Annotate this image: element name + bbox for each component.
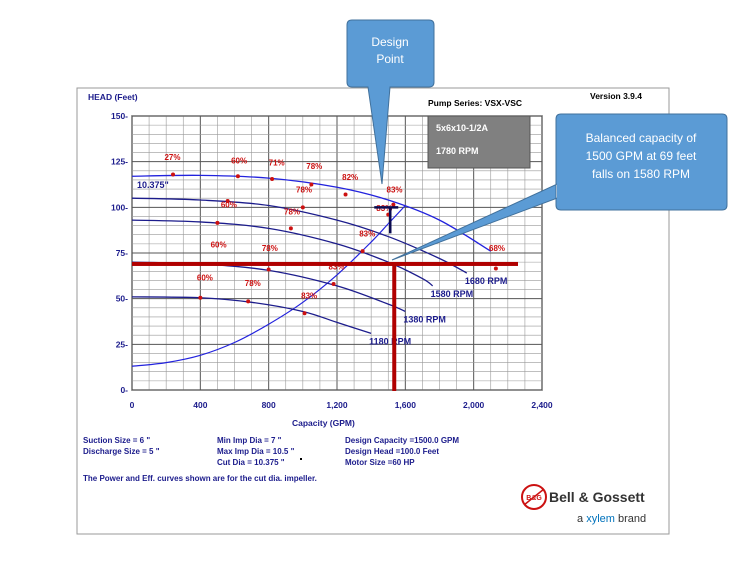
design-point-text-2: Point bbox=[376, 52, 404, 66]
efficiency-dot bbox=[215, 220, 220, 225]
logo-letters: B&G bbox=[526, 495, 542, 502]
curve-label-rpm: 1180 RPM bbox=[369, 336, 411, 346]
pump-series-label: Pump Series: VSX-VSC bbox=[428, 98, 522, 108]
spec-speed: 1780 RPM bbox=[436, 146, 479, 156]
balanced-callout-body bbox=[557, 115, 726, 209]
cut-dia: Cut Dia = 10.375 " bbox=[217, 458, 285, 467]
x-tick-label: 0 bbox=[130, 400, 135, 410]
efficiency-label: 60% bbox=[221, 200, 237, 209]
efficiency-dot bbox=[288, 226, 293, 231]
discharge-size: Discharge Size = 5 " bbox=[83, 447, 160, 456]
balanced-text-1: Balanced capacity of bbox=[586, 131, 697, 145]
efficiency-dot bbox=[343, 192, 348, 197]
design-point-text-1: Design bbox=[371, 35, 408, 49]
balanced-text-2: 1500 GPM at 69 feet bbox=[586, 149, 697, 163]
brand-name: Bell & Gossett bbox=[549, 489, 645, 505]
efficiency-dot bbox=[171, 172, 175, 177]
x-axis-title: Capacity (GPM) bbox=[292, 418, 355, 428]
efficiency-dot bbox=[235, 174, 240, 179]
efficiency-label: 68% bbox=[489, 244, 505, 253]
brand-tagline: a xylem brand bbox=[577, 513, 646, 525]
efficiency-dot bbox=[302, 311, 307, 316]
x-tick-labels: 0 400 800 1,200 1,600 2,000 2,400 bbox=[130, 400, 553, 410]
y-tick-label: 100- bbox=[111, 202, 128, 212]
curve-label-rpm: 1580 RPM bbox=[431, 289, 474, 299]
efficiency-dot bbox=[309, 182, 314, 187]
bell-gossett-logo: B&G bbox=[521, 484, 547, 510]
efficiency-dot bbox=[360, 249, 365, 254]
y-tick-label: 25- bbox=[116, 339, 128, 349]
efficiency-label: 82% bbox=[342, 173, 358, 182]
efficiency-label: 71% bbox=[269, 158, 285, 167]
x-tick-label: 2,400 bbox=[531, 400, 553, 410]
y-tick-label: 150- bbox=[111, 111, 128, 121]
efficiency-dot bbox=[266, 267, 271, 272]
x-tick-label: 1,600 bbox=[395, 400, 417, 410]
suction-size: Suction Size = 6 " bbox=[83, 436, 150, 445]
pump-curve-line bbox=[131, 174, 492, 252]
efficiency-label: 83% bbox=[328, 262, 344, 271]
spec-model: 5x6x10-1/2A bbox=[436, 123, 489, 133]
spec-box bbox=[427, 115, 531, 169]
efficiency-label: 78% bbox=[306, 162, 322, 171]
y-tick-label: 75- bbox=[116, 248, 128, 258]
curve-label-cut-dia: 10.375" bbox=[137, 180, 169, 190]
efficiency-dot bbox=[300, 205, 305, 210]
design-capacity: Design Capacity =1500.0 GPM bbox=[345, 436, 459, 445]
efficiency-dot bbox=[391, 202, 396, 207]
y-tick-label: 50- bbox=[116, 294, 128, 304]
chart-grid bbox=[131, 115, 543, 391]
efficiency-label: 78% bbox=[296, 186, 312, 195]
design-point-marker bbox=[374, 206, 399, 234]
curve-note: The Power and Eff. curves shown are for … bbox=[83, 474, 317, 483]
capacity-overlay-line bbox=[392, 263, 397, 391]
efficiency-label: 27% bbox=[164, 153, 180, 162]
x-tick-label: 2,000 bbox=[463, 400, 485, 410]
y-tick-label: 125- bbox=[111, 157, 128, 167]
efficiency-label: 60% bbox=[197, 273, 213, 282]
efficiency-dot bbox=[225, 198, 230, 203]
y-axis-title: HEAD (Feet) bbox=[88, 92, 138, 102]
pump-curve-line bbox=[131, 296, 372, 334]
efficiency-label: 83% bbox=[359, 230, 375, 239]
system-curve bbox=[131, 205, 406, 367]
efficiency-label: 78% bbox=[262, 244, 278, 253]
tagline-xylem: xylem bbox=[586, 513, 615, 525]
efficiency-label: 83% bbox=[301, 292, 317, 301]
version-label: Version 3.9.4 bbox=[590, 91, 642, 101]
tagline-suffix: brand bbox=[615, 513, 646, 525]
efficiency-dot bbox=[198, 295, 203, 300]
efficiency-label: 78% bbox=[245, 279, 261, 288]
pump-curve-line bbox=[131, 219, 434, 287]
efficiency-label: 83% bbox=[387, 186, 403, 195]
curve-label-rpm: 1680 RPM bbox=[465, 276, 508, 286]
design-point-callout bbox=[346, 19, 435, 185]
efficiency-label: 60% bbox=[231, 156, 247, 165]
tagline-prefix: a bbox=[577, 513, 586, 525]
efficiency-label: 60% bbox=[211, 241, 227, 250]
efficiency-label: 78% bbox=[284, 208, 300, 217]
efficiency-dot bbox=[493, 266, 498, 271]
efficiency-dot bbox=[331, 282, 336, 287]
x-tick-label: 800 bbox=[262, 400, 276, 410]
small-dot bbox=[300, 458, 302, 460]
pump-curves: 10.375" 1680 RPM 1580 RPM 1380 RPM 1180 RPM bbox=[131, 174, 508, 367]
x-tick-label: 400 bbox=[193, 400, 207, 410]
max-imp-dia: Max Imp Dia = 10.5 " bbox=[217, 447, 295, 456]
motor-size: Motor Size =60 HP bbox=[345, 458, 415, 467]
balanced-text-3: falls on 1580 RPM bbox=[592, 167, 690, 181]
y-tick-label: 0- bbox=[120, 385, 128, 395]
min-imp-dia: Min Imp Dia = 7 " bbox=[217, 436, 282, 445]
design-head: Design Head =100.0 Feet bbox=[345, 447, 439, 456]
efficiency-dot bbox=[246, 299, 251, 304]
head-overlay-line bbox=[132, 261, 518, 266]
y-tick-labels: 0- 25- 50- 75- 100- 125- 150- bbox=[111, 111, 128, 395]
curve-label-rpm: 1380 RPM bbox=[403, 314, 446, 324]
x-tick-label: 1,200 bbox=[326, 400, 348, 410]
pump-curve-line bbox=[131, 197, 468, 274]
efficiency-dot bbox=[270, 177, 275, 182]
